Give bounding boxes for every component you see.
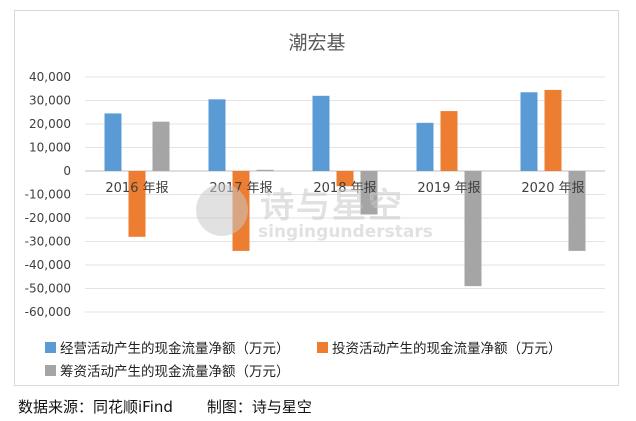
- y-tick-label: -50,000: [25, 282, 71, 296]
- y-tick-label: 40,000: [29, 70, 71, 84]
- bar-operating: [416, 122, 434, 171]
- legend-item-investing: 投资活动产生的现金流量净额（万元）: [317, 337, 562, 357]
- chart-frame: 潮宏基 40,000 30,000 20,000 10,000 0 -10,000 -20,…: [14, 10, 619, 386]
- y-tick-label: 10,000: [29, 141, 71, 155]
- bar-operating: [520, 92, 538, 171]
- legend-item-operating: 经营活动产生的现金流量净额（万元）: [45, 337, 290, 357]
- y-tick-label: -10,000: [25, 188, 71, 202]
- bar-operating: [104, 113, 122, 171]
- legend-swatch-operating: [45, 341, 56, 353]
- watermark-latin: singingunderstars: [258, 222, 433, 242]
- footer: 数据来源：同花顺iFind 制图：诗与星空: [18, 396, 312, 417]
- y-tick-label: -40,000: [25, 258, 71, 272]
- bar-investing: [336, 171, 354, 187]
- x-tick-label: 2018 年报: [313, 181, 376, 196]
- bars-layer: [104, 89, 586, 287]
- chart-svg: 潮宏基 40,000 30,000 20,000 10,000 0 -10,000 -20,…: [25, 32, 605, 319]
- grid-layer: [85, 76, 605, 313]
- footer-credit: 制图：诗与星空: [206, 398, 312, 416]
- bar-investing: [544, 89, 562, 171]
- bar-financing: [360, 171, 378, 215]
- legend-label-financing: 筹资活动产生的现金流量净额（万元）: [60, 364, 290, 380]
- y-tick-label: -60,000: [25, 305, 71, 319]
- bar-financing: [568, 171, 586, 251]
- y-tick-label: -30,000: [25, 235, 71, 249]
- footer-source: 数据来源：同花顺iFind: [18, 398, 173, 416]
- y-tick-labels: 40,000 30,000 20,000 10,000 0 -10,000 -20,000 -…: [25, 70, 71, 319]
- legend-swatch-investing: [317, 341, 328, 353]
- bar-financing: [464, 171, 482, 287]
- bar-investing: [440, 111, 458, 171]
- y-tick-label: -20,000: [25, 211, 71, 225]
- watermark-mark: 诗与星空: [260, 186, 404, 226]
- legend-label-operating: 经营活动产生的现金流量净额（万元）: [60, 341, 290, 357]
- y-tick-label: 20,000: [29, 117, 71, 131]
- x-tick-label: 2016 年报: [105, 181, 168, 196]
- legend-item-financing: 筹资活动产生的现金流量净额（万元）: [45, 360, 290, 380]
- chart-title: 潮宏基: [288, 32, 345, 54]
- legend-label-investing: 投资活动产生的现金流量净额（万元）: [332, 341, 562, 357]
- y-tick-label: 30,000: [29, 94, 71, 108]
- watermark: 诗与星空 singingunderstars: [196, 178, 446, 248]
- bar-operating: [208, 99, 226, 171]
- x-tick-label: 2019 年报: [417, 181, 480, 196]
- y-tick-label: 0: [63, 164, 71, 178]
- bar-operating: [312, 95, 330, 171]
- watermark-logo: [196, 184, 248, 236]
- bar-financing: [256, 169, 274, 171]
- bar-investing: [128, 171, 146, 237]
- x-tick-label: 2020 年报: [521, 181, 584, 196]
- bar-financing: [152, 121, 170, 171]
- legend-swatch-financing: [45, 364, 56, 376]
